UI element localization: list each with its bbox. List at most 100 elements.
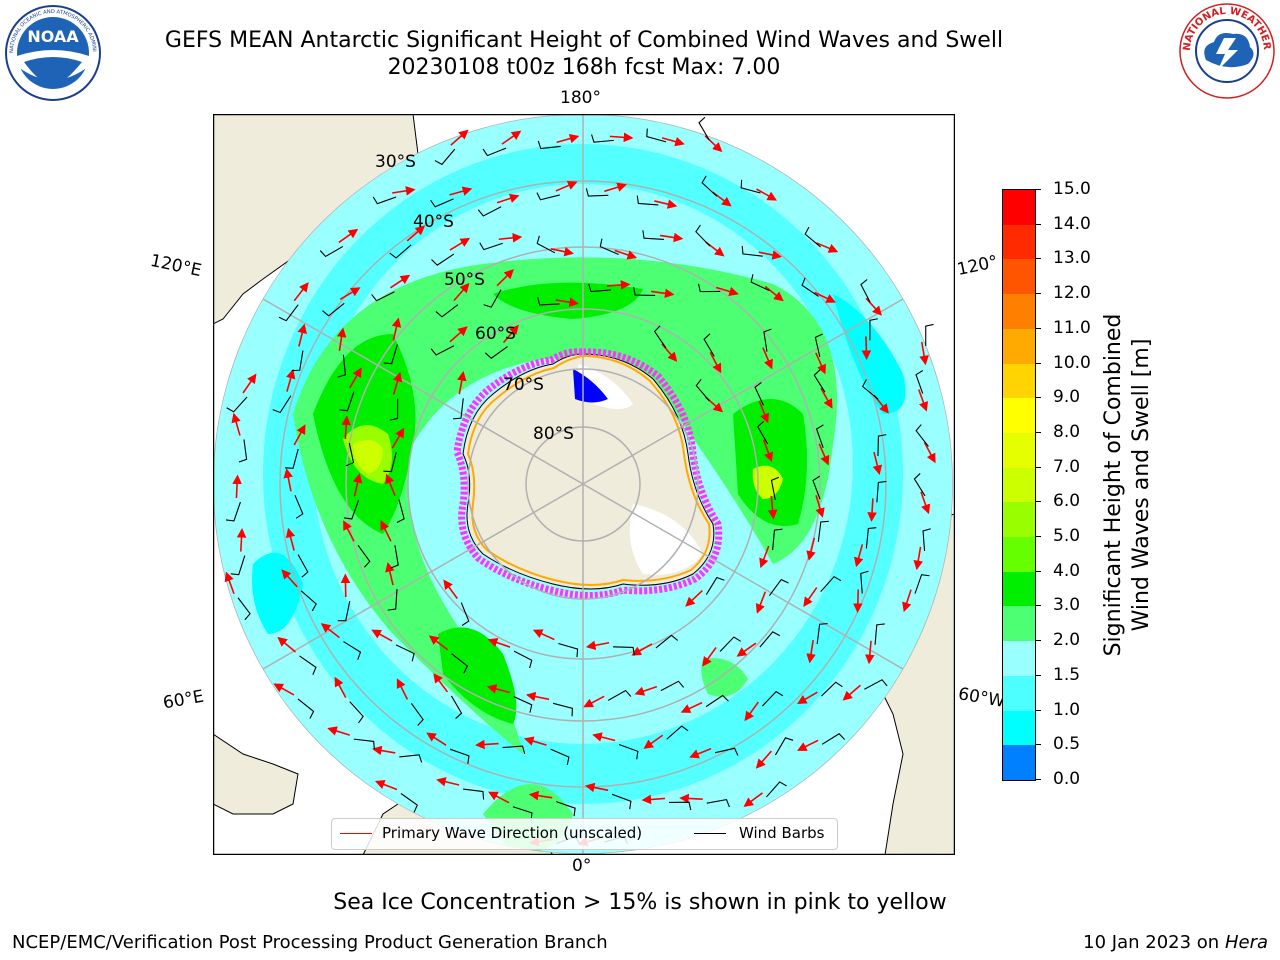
wind-barb [477, 206, 502, 217]
colorbar-label: Significant Height of Combined Wind Wave… [1100, 275, 1156, 695]
wind-barb [759, 631, 781, 648]
colorbar-tick-label: 10.0 [1053, 352, 1091, 373]
wave-direction-arrow [385, 473, 396, 496]
wind-barbs [225, 116, 934, 845]
wind-barb [556, 801, 576, 817]
colorbar [1002, 189, 1036, 781]
wave-direction-arrow [555, 180, 578, 192]
wind-barb [431, 253, 455, 266]
wind-barb [813, 369, 826, 393]
colorbar-segment [1003, 224, 1035, 260]
wave-direction-arrow [349, 367, 362, 389]
colorbar-tick-label: 13.0 [1053, 248, 1091, 269]
wave-direction-arrow [867, 498, 877, 522]
wind-barb [550, 748, 570, 766]
wind-barb [860, 570, 869, 594]
wave-direction-arrow [736, 642, 757, 657]
wind-barb [430, 345, 455, 356]
colorbar-tick-mark [1035, 397, 1041, 399]
wave-direction-arrow [762, 439, 774, 463]
lat-label-70s: 70°S [503, 375, 544, 395]
wind-barb [226, 396, 248, 413]
colorbar-segment [1003, 675, 1035, 711]
wave-direction-arrow [806, 537, 816, 561]
wind-barb [740, 179, 761, 194]
wave-direction-arrow [396, 678, 409, 700]
lon-label-60e: 60°E [161, 686, 206, 714]
wave-direction-arrow [453, 282, 470, 302]
colorbar-label-line1: Significant Height of Combined [1101, 313, 1126, 657]
wave-direction-arrow [449, 186, 473, 196]
wave-direction-arrow [755, 591, 767, 614]
colorbar-tick-mark [1035, 536, 1041, 538]
wind-barb [705, 694, 729, 708]
footer-date: 10 Jan 2023 on Hera [1083, 932, 1268, 953]
wave-direction-arrow [487, 637, 511, 648]
wave-direction-arrow [336, 327, 347, 351]
wave-direction-arrow [277, 636, 297, 653]
wave-direction-arrow [338, 228, 359, 244]
wind-barb [399, 754, 423, 763]
lon-label-0: 0° [572, 856, 592, 876]
wave-direction-arrow [842, 684, 861, 701]
wave-direction-arrow [392, 186, 416, 196]
wave-direction-arrow [654, 199, 678, 209]
wind-barb [502, 745, 526, 754]
colorbar-tick-label: 6.0 [1053, 491, 1081, 512]
wave-direction-arrow [236, 528, 247, 552]
wave-direction-arrow [428, 635, 449, 651]
wind-barb [877, 434, 887, 457]
wind-barb [865, 527, 877, 549]
wave-direction-arrow [501, 130, 522, 145]
footer-credit: NCEP/EMC/Verification Post Processing Pr… [12, 932, 608, 953]
colorbar-tick-label: 3.0 [1053, 595, 1081, 616]
legend-wave-direction: Primary Wave Direction (unscaled) [382, 824, 643, 842]
colorbar-tick-mark [1035, 362, 1041, 364]
wave-direction-arrow [854, 544, 864, 568]
wind-barb [238, 439, 248, 463]
wind-barb [812, 475, 821, 500]
lat-label-40s: 40°S [413, 212, 454, 232]
wind-barb [371, 291, 395, 302]
colorbar-tick-mark [1035, 640, 1041, 642]
wave-direction-arrow [475, 739, 499, 750]
wind-barb [372, 196, 397, 205]
wave-direction-arrow [917, 389, 929, 412]
wind-barb [915, 424, 929, 447]
wave-direction-arrow [661, 343, 678, 362]
wave-direction-arrow [341, 415, 352, 440]
wave-direction-arrow [820, 387, 833, 409]
wind-barb [536, 235, 556, 254]
colorbar-segment [1003, 571, 1035, 607]
wind-barb [389, 244, 412, 259]
colorbar-tick-label: 1.5 [1053, 664, 1081, 685]
lat-label-60s: 60°S [475, 324, 516, 344]
wind-barb [225, 501, 241, 522]
lon-label-60w: 60°W [956, 684, 1007, 712]
colorbar-tick-mark [1035, 431, 1041, 433]
colorbar-tick-mark [1035, 327, 1041, 329]
wave-direction-arrow [631, 643, 653, 656]
wave-direction-arrow [758, 401, 770, 424]
wind-barb [319, 245, 344, 258]
wave-direction-arrow [391, 317, 402, 341]
wind-barb [757, 420, 769, 445]
wave-direction-arrow [352, 473, 363, 497]
wind-barb [479, 242, 503, 251]
colorbar-segment [1003, 328, 1035, 364]
wave-direction-arrow [555, 297, 579, 307]
wave-direction-arrow [872, 451, 883, 475]
wind-barb [291, 350, 304, 372]
wave-direction-arrow [641, 794, 666, 805]
wind-barb [741, 245, 763, 257]
wind-barb [484, 346, 508, 359]
wave-direction-arrow [380, 520, 392, 542]
wind-barb [774, 737, 794, 756]
wave-direction-arrow [449, 237, 471, 251]
wind-barb [349, 701, 364, 724]
wave-direction-arrow [392, 371, 403, 395]
legend-wind-barbs: Wind Barbs [739, 824, 825, 842]
wave-direction-arrow [865, 640, 875, 665]
wave-direction-arrow [285, 527, 296, 551]
wave-direction-arrow [643, 734, 664, 749]
